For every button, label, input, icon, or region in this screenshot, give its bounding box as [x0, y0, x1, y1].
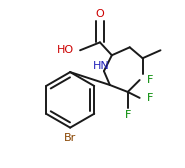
Text: HN: HN: [92, 61, 109, 71]
Text: O: O: [96, 9, 104, 19]
Text: F: F: [147, 75, 153, 85]
Text: F: F: [125, 110, 131, 120]
Text: HO: HO: [57, 45, 74, 55]
Text: Br: Br: [64, 133, 76, 143]
Text: F: F: [147, 93, 153, 103]
